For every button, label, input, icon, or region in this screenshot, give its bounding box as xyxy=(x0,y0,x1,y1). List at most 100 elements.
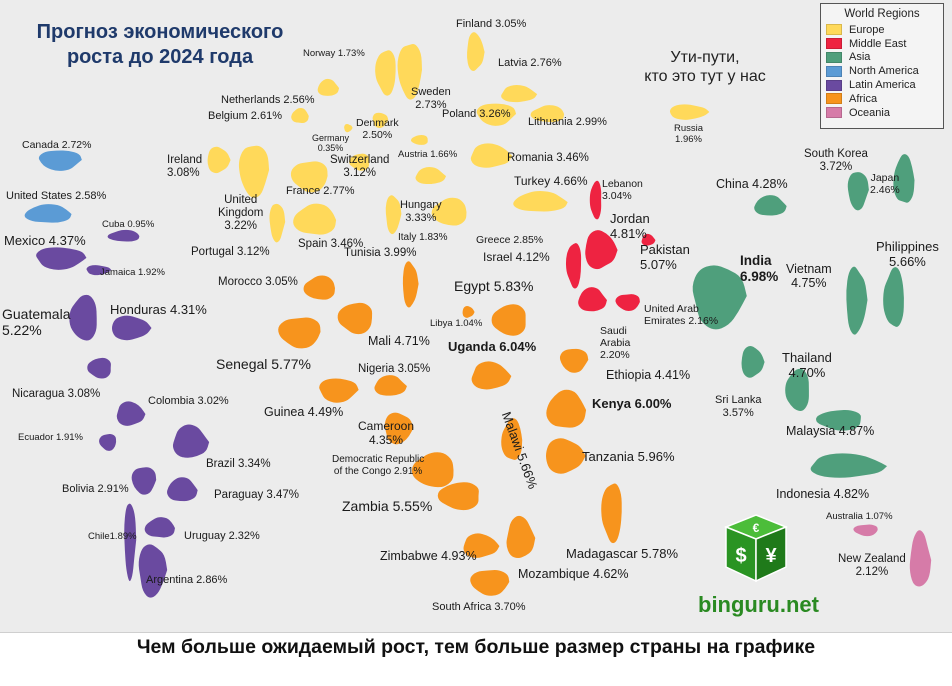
legend-label: Asia xyxy=(849,51,871,64)
country-label-spain: Spain 3.46% xyxy=(298,238,363,251)
country-label-line: Lebanon xyxy=(602,178,643,190)
country-shape-turkey xyxy=(512,190,569,213)
country-shape-mali xyxy=(336,302,373,335)
country-label-vietnam: Vietnam 4.75% xyxy=(786,262,832,291)
country-shape-russia xyxy=(669,103,711,121)
legend-title: World Regions xyxy=(844,8,920,20)
country-shape-tunisia xyxy=(402,260,420,309)
country-label-senegal: Senegal 5.77% xyxy=(216,356,311,372)
legend-label: Middle East xyxy=(849,37,907,50)
legend-swatch xyxy=(826,79,842,91)
country-shape-australia xyxy=(852,523,879,537)
country-label-line: Finland 3.05% xyxy=(456,18,527,30)
country-shape-libya xyxy=(461,305,476,319)
country-label-line: Colombia 3.02% xyxy=(148,395,229,407)
country-label-line: Tunisia 3.99% xyxy=(344,247,417,259)
country-label-line: Brazil 3.34% xyxy=(206,458,271,470)
country-label-mali: Mali 4.71% xyxy=(368,334,430,348)
caption-line-2: кто это тут у нас xyxy=(644,68,766,86)
country-label-bolivia: Bolivia 2.91% xyxy=(62,483,129,496)
country-shape-united-states xyxy=(23,203,73,224)
country-shape-sri-lanka xyxy=(740,345,766,379)
country-label-line: India xyxy=(740,253,772,268)
country-shape-south-korea xyxy=(846,171,870,212)
country-shape-zambia xyxy=(436,481,480,511)
country-shape-madagascar xyxy=(600,482,623,544)
country-label-nigeria: Nigeria 3.05% xyxy=(358,363,430,376)
country-label-line: China 4.28% xyxy=(716,177,788,191)
logo-text[interactable]: binguru.net xyxy=(698,592,819,617)
country-shape-lebanon xyxy=(588,179,603,221)
country-label-latvia: Latvia 2.76% xyxy=(498,57,562,70)
legend-label: Africa xyxy=(849,92,878,105)
country-label-line: Emirates 2.16% xyxy=(644,315,719,328)
country-label-line: Denmark xyxy=(356,117,399,129)
legend-label: Oceania xyxy=(849,106,890,119)
country-shape-jordan xyxy=(584,229,619,270)
country-label-hungary: Hungary 3.33% xyxy=(400,199,442,224)
country-shape-saudi-arabia xyxy=(577,286,608,313)
country-shape-germany xyxy=(343,123,354,134)
country-label-line: Guinea 4.49% xyxy=(264,405,344,419)
country-shape-france xyxy=(290,160,329,194)
country-label-line: 4.81% xyxy=(610,225,647,241)
country-label-line: Germany xyxy=(312,133,350,143)
country-label-line: United xyxy=(224,194,258,206)
country-shape-lithuania xyxy=(529,104,565,123)
country-label-line: Jordan xyxy=(610,211,650,226)
country-label-line: Poland 3.26% xyxy=(442,108,511,120)
country-labels: Finland 3.05% Norway 1.73% Latvia 2.76% Swe… xyxy=(2,18,939,613)
country-label-line: Malaysia 4.87% xyxy=(786,424,875,438)
legend-item-asia: Asia xyxy=(821,51,943,65)
country-label-line: Nigeria 3.05% xyxy=(358,363,431,375)
country-label-line: Mexico 4.37% xyxy=(4,233,86,248)
country-label-line: 4.75% xyxy=(791,276,827,291)
country-label-line: Zambia 5.55% xyxy=(342,498,433,514)
country-shape-hungary xyxy=(414,166,447,185)
country-shape-zimbabwe xyxy=(462,532,501,559)
country-label-egypt: Egypt 5.83% xyxy=(454,278,533,294)
country-shape-indonesia xyxy=(809,452,889,479)
country-label-nicaragua: Nicaragua 3.08% xyxy=(12,388,100,401)
country-shape-romania xyxy=(470,142,514,169)
country-label-line: Romania 3.46% xyxy=(507,152,589,164)
country-label-morocco: Morocco 3.05% xyxy=(218,276,298,289)
country-label-line: Norway 1.73% xyxy=(303,48,365,59)
country-label-malawi: Malawi 5.66% xyxy=(498,410,541,491)
footer-caption: Чем больше ожидаемый рост, тем больше ра… xyxy=(136,636,816,658)
country-label-ethiopia: Ethiopia 4.41% xyxy=(606,368,690,382)
legend-swatch xyxy=(826,38,842,50)
country-label-line: Honduras 4.31% xyxy=(110,302,207,317)
country-shape-ethiopia xyxy=(559,348,590,374)
country-label-line: 4.70% xyxy=(788,364,826,380)
country-shape-cuba xyxy=(106,229,141,243)
country-label-line: 5.22% xyxy=(2,322,42,339)
country-label-line: Greece 2.85% xyxy=(476,234,544,246)
legend-swatch xyxy=(826,65,842,77)
country-shape-jamaica xyxy=(85,264,113,276)
legend-items: Europe Middle East Asia North America Latin … xyxy=(821,23,943,120)
country-shape-ireland xyxy=(206,145,232,174)
country-label-denmark: Denmark 2.50% xyxy=(356,117,399,141)
country-label-line: Philippines xyxy=(876,239,939,254)
country-label-zimbabwe: Zimbabwe 4.93% xyxy=(380,549,477,563)
country-label-line: Mali 4.71% xyxy=(368,334,430,348)
country-label-lithuania: Lithuania 2.99% xyxy=(528,116,607,129)
country-shape-guinea xyxy=(318,377,360,404)
country-label-line: of the Congo 2.91% xyxy=(333,465,423,477)
country-shape-portugal xyxy=(268,203,287,244)
country-label-uruguay: Uruguay 2.32% xyxy=(184,530,260,543)
country-label-line: 3.04% xyxy=(602,190,632,203)
country-label-line: Kingdom xyxy=(218,207,264,220)
title-line-1: Прогноз экономического xyxy=(36,21,284,43)
country-label-line: 2.73% xyxy=(415,98,447,111)
country-shape-greece xyxy=(430,196,468,227)
legend-label: North America xyxy=(849,65,919,78)
country-label-japan: Japan 2.46% xyxy=(870,172,900,196)
country-label-colombia: Colombia 3.02% xyxy=(148,395,229,408)
country-label-line: Sri Lanka xyxy=(715,394,762,406)
country-label-guinea: Guinea 4.49% xyxy=(264,405,343,419)
country-label-line: Chile1.89% xyxy=(88,531,137,542)
country-label-poland: Poland 3.26% xyxy=(442,108,511,121)
country-shape-guatemala xyxy=(68,294,98,342)
